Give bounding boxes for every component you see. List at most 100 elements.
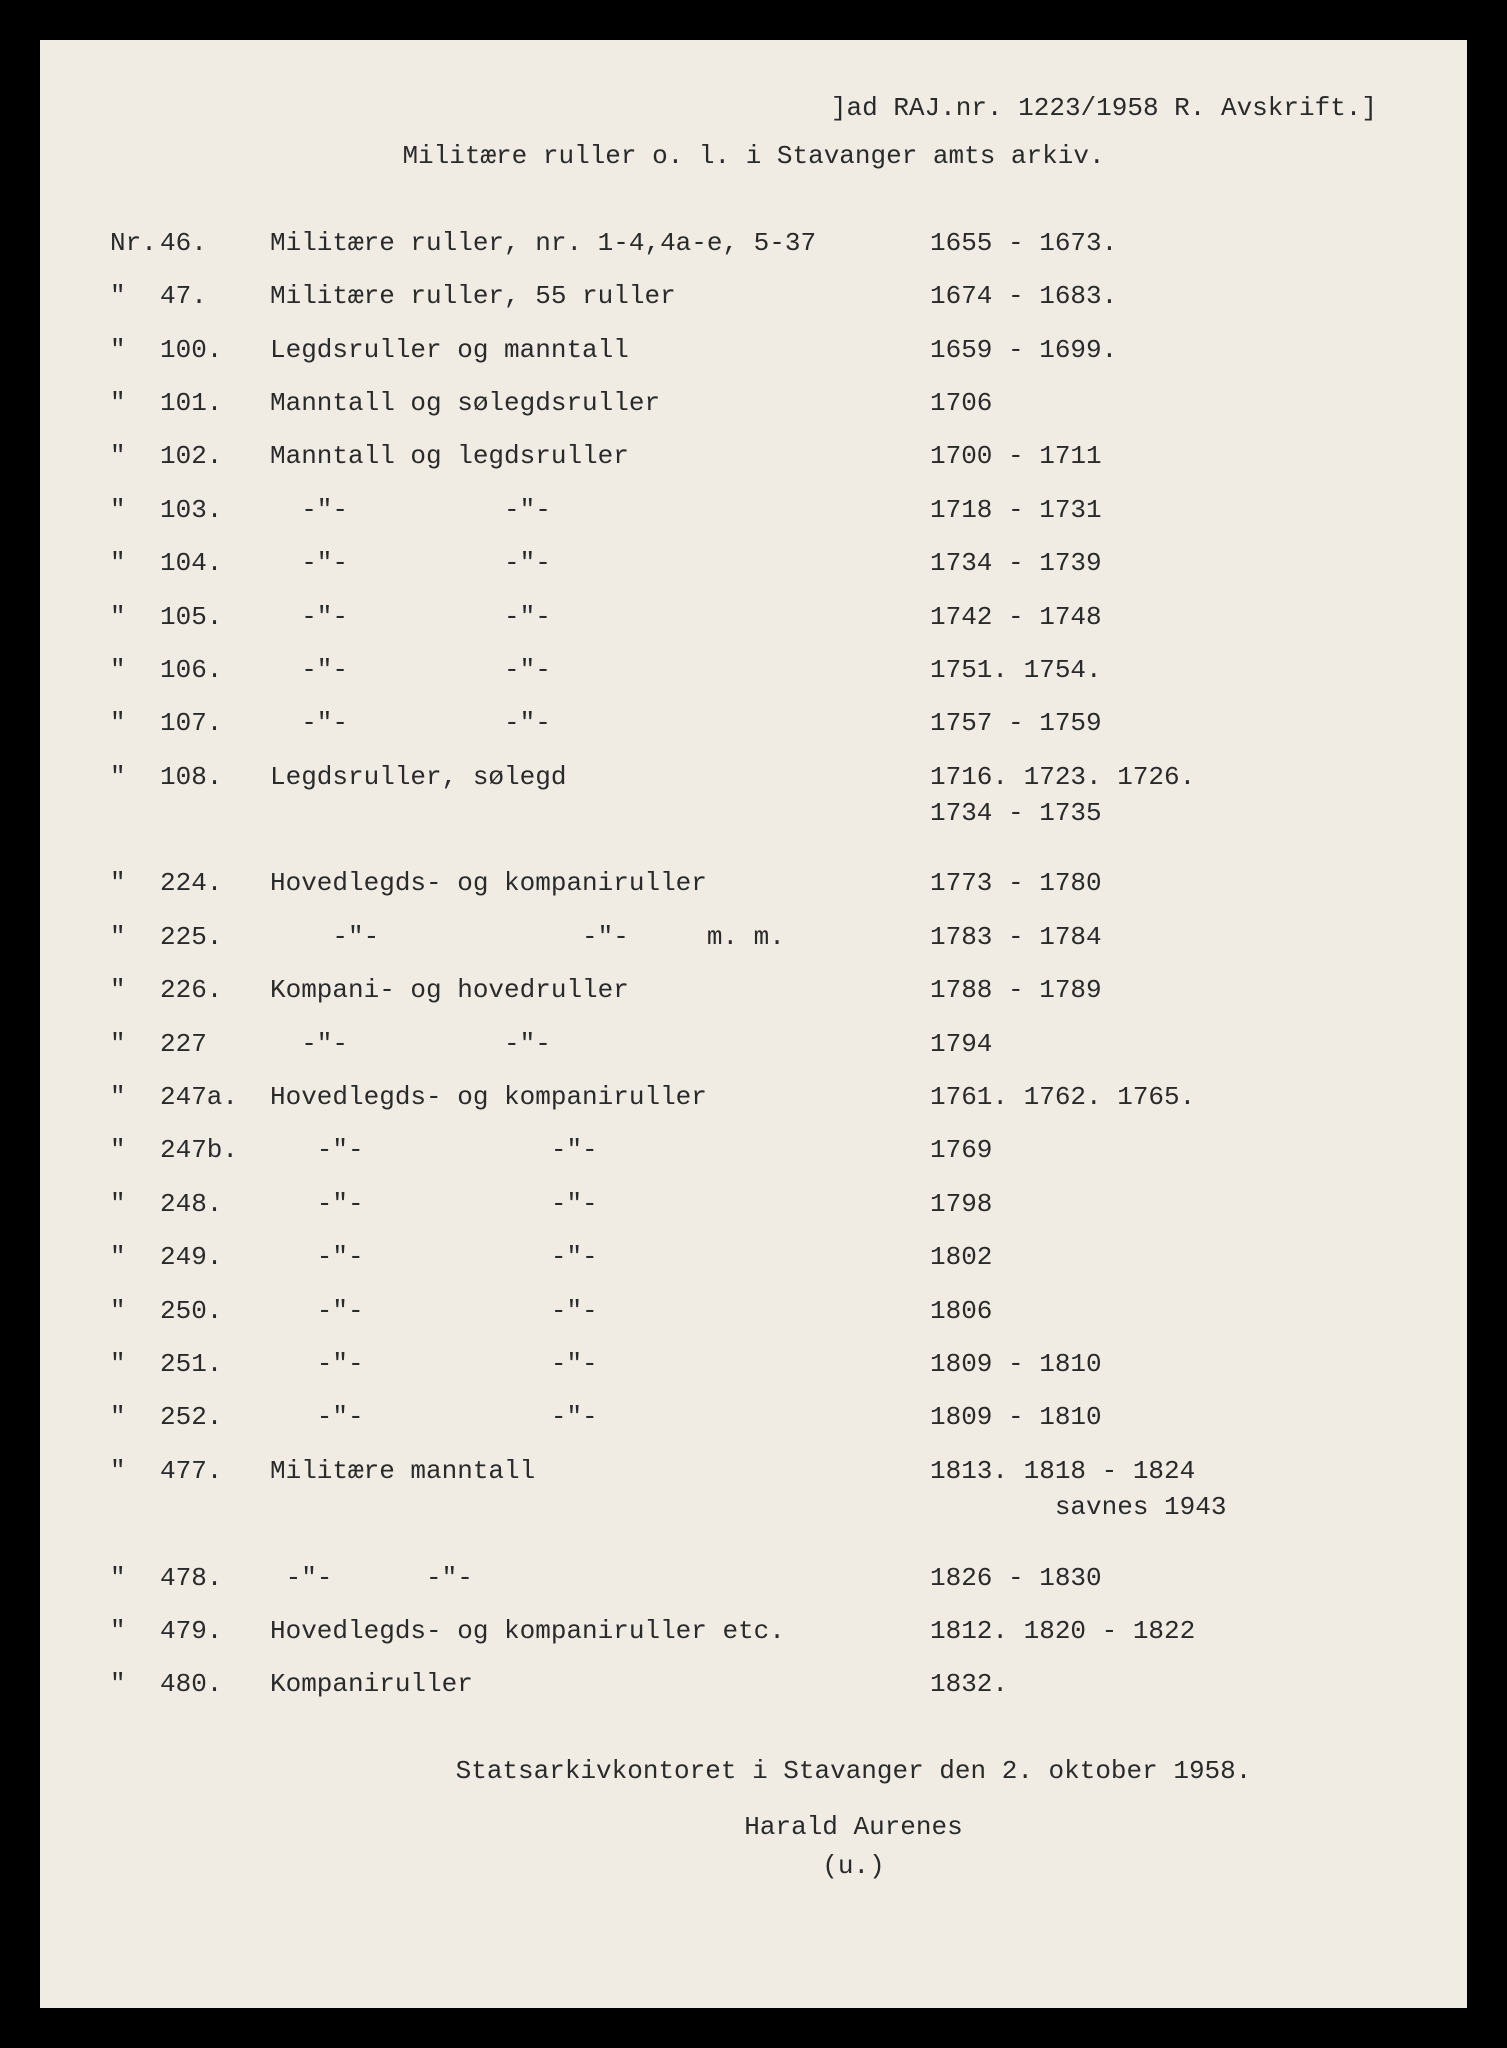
entry-row: "107. -"- -"-1757 - 1759 — [110, 705, 1397, 741]
entry-description: Legdsruller, sølegd — [270, 759, 930, 832]
entry-description: Legdsruller og manntall — [270, 332, 930, 368]
entry-description: -"- -"- — [270, 1346, 930, 1382]
entry-row: "227 -"- -"-1794 — [110, 1026, 1397, 1062]
document-page: ]ad RAJ.nr. 1223/1958 R. Avskrift.] Mili… — [40, 40, 1467, 2008]
entry-prefix: " — [110, 1132, 160, 1168]
entry-number: 247b. — [160, 1132, 270, 1168]
entry-year: 1655 - 1673. — [930, 225, 1397, 261]
entry-prefix: " — [110, 919, 160, 955]
entry-number: 477. — [160, 1453, 270, 1526]
entry-description: Militære ruller, nr. 1-4,4a-e, 5-37 — [270, 225, 930, 261]
entry-number: 248. — [160, 1186, 270, 1222]
entry-year: 1806 — [930, 1293, 1397, 1329]
entry-prefix: " — [110, 438, 160, 474]
entry-year: 1734 - 1739 — [930, 545, 1397, 581]
entry-row: "105. -"- -"-1742 - 1748 — [110, 599, 1397, 635]
entry-description: -"- -"- — [270, 599, 930, 635]
entry-number: 100. — [160, 332, 270, 368]
entry-description: Militære manntall — [270, 1453, 930, 1526]
entry-row: "478. -"- -"-1826 - 1830 — [110, 1560, 1397, 1596]
entry-row: "477.Militære manntall1813. 1818 - 1824 … — [110, 1453, 1397, 1526]
document-subtitle: Militære ruller o. l. i Stavanger amts a… — [110, 138, 1397, 174]
entry-description: Manntall og sølegdsruller — [270, 385, 930, 421]
entry-number: 224. — [160, 865, 270, 901]
entry-number: 106. — [160, 652, 270, 688]
entry-row: "247a.Hovedlegds- og kompaniruller1761. … — [110, 1079, 1397, 1115]
entry-description: -"- -"- — [270, 1560, 930, 1596]
entry-row: Nr.46.Militære ruller, nr. 1-4,4a-e, 5-3… — [110, 225, 1397, 261]
entry-row: "104. -"- -"-1734 - 1739 — [110, 545, 1397, 581]
entry-prefix: " — [110, 1399, 160, 1435]
entry-year: 1813. 1818 - 1824 savnes 1943 — [930, 1453, 1397, 1526]
entry-description: -"- -"- — [270, 1399, 930, 1435]
entry-prefix: Nr. — [110, 225, 160, 261]
entry-description: Hovedlegds- og kompaniruller etc. — [270, 1613, 930, 1649]
entries-list: Nr.46.Militære ruller, nr. 1-4,4a-e, 5-3… — [110, 225, 1397, 1703]
entry-prefix: " — [110, 865, 160, 901]
entry-row: "248. -"- -"-1798 — [110, 1186, 1397, 1222]
entry-year: 1783 - 1784 — [930, 919, 1397, 955]
entry-description: Hovedlegds- og kompaniruller — [270, 1079, 930, 1115]
entry-prefix: " — [110, 652, 160, 688]
entry-year: 1659 - 1699. — [930, 332, 1397, 368]
entry-prefix: " — [110, 1079, 160, 1115]
entry-description: -"- -"- — [270, 1026, 930, 1062]
entry-number: 227 — [160, 1026, 270, 1062]
entry-number: 101. — [160, 385, 270, 421]
entry-description: Kompaniruller — [270, 1666, 930, 1702]
entry-year: 1812. 1820 - 1822 — [930, 1613, 1397, 1649]
entry-prefix: " — [110, 1026, 160, 1062]
entry-description: -"- -"- — [270, 1132, 930, 1168]
entry-number: 226. — [160, 972, 270, 1008]
entry-number: 103. — [160, 492, 270, 528]
entry-number: 249. — [160, 1239, 270, 1275]
entry-number: 108. — [160, 759, 270, 832]
entry-row: "250. -"- -"-1806 — [110, 1293, 1397, 1329]
entry-prefix: " — [110, 972, 160, 1008]
entry-row: "225. -"- -"- m. m.1783 - 1784 — [110, 919, 1397, 955]
entry-description: -"- -"- — [270, 1186, 930, 1222]
entry-description: -"- -"- — [270, 705, 930, 741]
entry-year: 1751. 1754. — [930, 652, 1397, 688]
entry-prefix: " — [110, 599, 160, 635]
entry-year: 1794 — [930, 1026, 1397, 1062]
entry-number: 247a. — [160, 1079, 270, 1115]
footer-location-date: Statsarkivkontoret i Stavanger den 2. ok… — [110, 1753, 1397, 1789]
entry-row: "108.Legdsruller, sølegd1716. 1723. 1726… — [110, 759, 1397, 832]
entry-year: 1761. 1762. 1765. — [930, 1079, 1397, 1115]
entry-description: -"- -"- m. m. — [270, 919, 930, 955]
entry-prefix: " — [110, 1453, 160, 1526]
entry-year: 1826 - 1830 — [930, 1560, 1397, 1596]
entry-row: "247b. -"- -"-1769 — [110, 1132, 1397, 1168]
entry-year: 1757 - 1759 — [930, 705, 1397, 741]
entry-number: 47. — [160, 278, 270, 314]
header-reference: ]ad RAJ.nr. 1223/1958 R. Avskrift.] — [110, 90, 1397, 126]
entry-year: 1700 - 1711 — [930, 438, 1397, 474]
footer-signature-name: Harald Aurenes — [110, 1809, 1397, 1845]
entry-prefix: " — [110, 1613, 160, 1649]
entry-description: Militære ruller, 55 ruller — [270, 278, 930, 314]
entry-year: 1674 - 1683. — [930, 278, 1397, 314]
entry-year: 1802 — [930, 1239, 1397, 1275]
entry-prefix: " — [110, 545, 160, 581]
entry-number: 225. — [160, 919, 270, 955]
entry-year: 1809 - 1810 — [930, 1346, 1397, 1382]
entry-number: 107. — [160, 705, 270, 741]
entry-description: Kompani- og hovedruller — [270, 972, 930, 1008]
entry-year: 1798 — [930, 1186, 1397, 1222]
entry-year: 1809 - 1810 — [930, 1399, 1397, 1435]
entry-prefix: " — [110, 1239, 160, 1275]
entry-year: 1832. — [930, 1666, 1397, 1702]
entry-prefix: " — [110, 1666, 160, 1702]
entry-number: 480. — [160, 1666, 270, 1702]
entry-row: "479.Hovedlegds- og kompaniruller etc.18… — [110, 1613, 1397, 1649]
entry-prefix: " — [110, 705, 160, 741]
entry-year: 1769 — [930, 1132, 1397, 1168]
entry-row: "249. -"- -"-1802 — [110, 1239, 1397, 1275]
entry-row: "103. -"- -"-1718 - 1731 — [110, 492, 1397, 528]
entry-row: "100.Legdsruller og manntall1659 - 1699. — [110, 332, 1397, 368]
entry-prefix: " — [110, 332, 160, 368]
entry-description: -"- -"- — [270, 1239, 930, 1275]
entry-row: "252. -"- -"-1809 - 1810 — [110, 1399, 1397, 1435]
entry-year: 1788 - 1789 — [930, 972, 1397, 1008]
